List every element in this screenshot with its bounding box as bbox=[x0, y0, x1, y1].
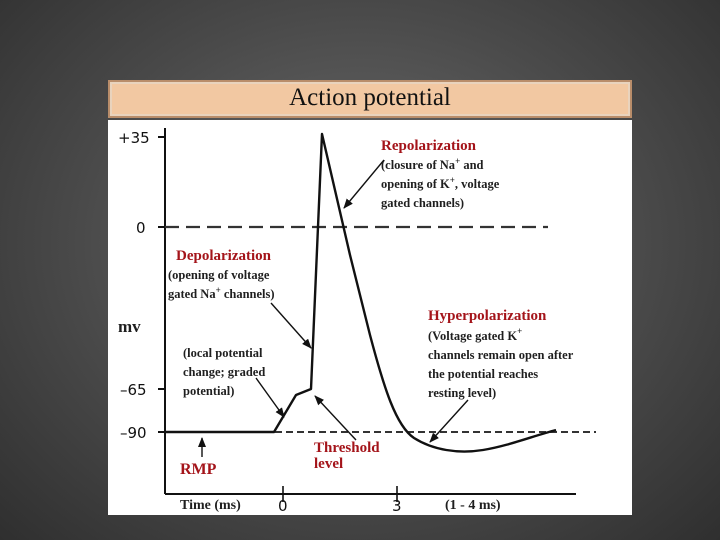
x-axis-label: Time (ms) bbox=[180, 498, 241, 513]
local-potential-arrow bbox=[255, 377, 285, 418]
hyperpolarization-arrow bbox=[429, 399, 469, 443]
hyperpolarization-text-3: the potential reaches bbox=[428, 367, 538, 381]
hyperpolarization-text-4: resting level) bbox=[428, 386, 496, 400]
repolarization-text-1: (closure of Na+ and bbox=[381, 156, 484, 172]
repolarization-sup-na: + bbox=[455, 156, 460, 166]
depolarization-text-2: gated Na+ channels) bbox=[168, 285, 275, 301]
y-tick-label-zero: 0 bbox=[136, 219, 146, 237]
threshold-label-1: Threshold bbox=[314, 440, 380, 456]
depolarization-title: Depolarization bbox=[176, 248, 272, 264]
repolarization-text-1b: and bbox=[460, 158, 483, 172]
hyperpolarization-text-1: (Voltage gated K+ bbox=[428, 326, 522, 343]
y-tick-label-plus35: +35 bbox=[118, 129, 150, 147]
local-potential-text-3: potential) bbox=[183, 384, 234, 398]
depolarization-text-2a: gated Na bbox=[168, 287, 216, 301]
title-banner: Action potential bbox=[108, 80, 632, 118]
hyperpolarization-text-2: channels remain open after bbox=[428, 348, 574, 362]
x-tick-label-zero: 0 bbox=[278, 497, 288, 515]
depolarization-text-2b: channels) bbox=[221, 287, 275, 301]
action-potential-figure: +35 0 –65 –90 mv Repolarization (closure… bbox=[108, 120, 632, 515]
depolarization-sup-na: + bbox=[216, 285, 221, 295]
local-potential-text-1: (local potential bbox=[183, 346, 263, 360]
threshold-label-2: level bbox=[314, 456, 343, 472]
action-potential-trace bbox=[165, 132, 557, 453]
y-tick-label-minus90: –90 bbox=[120, 424, 147, 442]
y-tick-label-minus65: –65 bbox=[120, 381, 147, 399]
rmp-label: RMP bbox=[180, 461, 217, 478]
repolarization-arrow bbox=[343, 159, 385, 209]
local-potential-text-2: change; graded bbox=[183, 365, 265, 379]
hyperpolarization-title: Hyperpolarization bbox=[428, 308, 547, 324]
hyperpolarization-text-1a: (Voltage gated K bbox=[428, 329, 517, 343]
threshold-arrow bbox=[314, 395, 357, 441]
repolarization-text-2: opening of K+, voltage bbox=[381, 175, 500, 191]
y-axis-label: mv bbox=[118, 317, 141, 336]
depolarization-text-1: (opening of voltage bbox=[168, 268, 270, 282]
hyperpolarization-sup-k: + bbox=[517, 326, 522, 336]
slide-title: Action potential bbox=[289, 84, 451, 111]
repolarization-sup-k: + bbox=[450, 175, 455, 185]
x-range-note: (1 - 4 ms) bbox=[445, 498, 501, 513]
depolarization-arrow bbox=[270, 302, 312, 349]
repolarization-text-3: gated channels) bbox=[381, 196, 464, 210]
repolarization-text-2b: , voltage bbox=[455, 177, 500, 191]
repolarization-text-2a: opening of K bbox=[381, 177, 450, 191]
repolarization-text-1a: (closure of Na bbox=[381, 158, 456, 172]
x-tick-label-three: 3 bbox=[392, 497, 402, 515]
action-potential-diagram: +35 0 –65 –90 mv Repolarization (closure… bbox=[118, 128, 596, 515]
repolarization-title: Repolarization bbox=[381, 138, 477, 154]
